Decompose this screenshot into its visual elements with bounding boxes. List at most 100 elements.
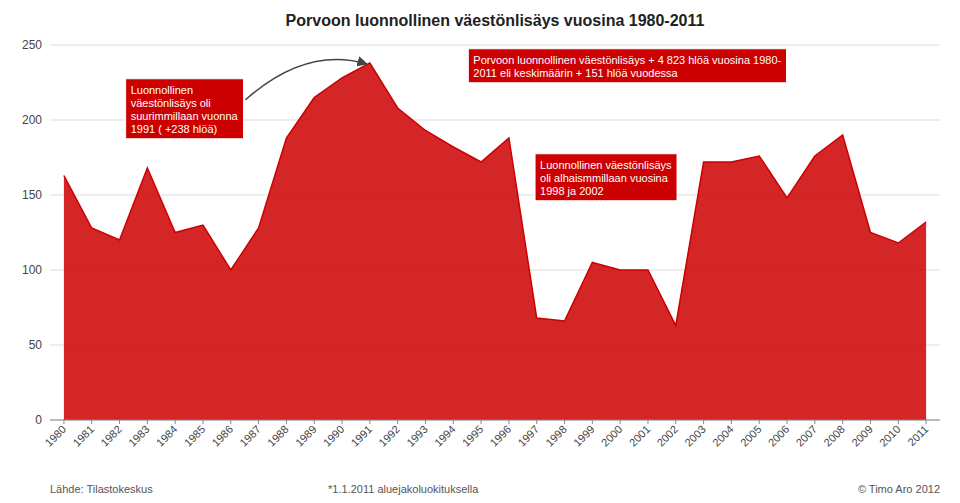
x-tick xyxy=(926,420,927,424)
annotation-text: Porvoon luonnollinen väestönlisäys + 4 8… xyxy=(473,54,781,79)
x-tick xyxy=(675,420,676,424)
annotation-line: Porvoon luonnollinen väestönlisäys + 4 8… xyxy=(473,54,781,66)
annotation-text: Luonnollinenväestönlisäys olisuurimmilla… xyxy=(131,84,239,135)
x-tick xyxy=(508,420,509,424)
x-tick-label: 1996 xyxy=(488,423,514,449)
annotation: Porvoon luonnollinen väestönlisäys + 4 8… xyxy=(468,49,786,83)
x-tick xyxy=(258,420,259,424)
annotation-line: 1998 ja 2002 xyxy=(540,185,604,197)
x-tick xyxy=(314,420,315,424)
x-tick-label: 1997 xyxy=(515,423,541,449)
x-tick xyxy=(787,420,788,424)
x-tick-label: 1987 xyxy=(237,423,263,449)
x-tick-label: 1995 xyxy=(460,423,486,449)
x-tick-label: 2000 xyxy=(599,423,625,449)
x-tick xyxy=(703,420,704,424)
x-tick-label: 2007 xyxy=(793,423,819,449)
x-tick-label: 1991 xyxy=(348,423,374,449)
x-tick xyxy=(592,420,593,424)
x-tick-label: 1982 xyxy=(98,423,124,449)
x-tick xyxy=(425,420,426,424)
x-tick-label: 1989 xyxy=(293,423,319,449)
x-tick xyxy=(759,420,760,424)
x-tick xyxy=(842,420,843,424)
x-tick-label: 2005 xyxy=(738,423,764,449)
x-tick xyxy=(536,420,537,424)
grid-line xyxy=(50,45,940,46)
y-tick-label: 0 xyxy=(35,413,42,427)
x-tick xyxy=(286,420,287,424)
x-tick xyxy=(731,420,732,424)
y-tick-label: 200 xyxy=(22,113,42,127)
footnote: Lähde: Tilastokeskus xyxy=(50,483,153,495)
annotation-line: Luonnollinen väestönlisäys xyxy=(540,159,672,171)
y-tick-label: 150 xyxy=(22,188,42,202)
x-tick-label: 2003 xyxy=(682,423,708,449)
annotation-box xyxy=(535,154,677,201)
area xyxy=(64,63,926,420)
footnote: *1.1.2011 aluejakoluokituksella xyxy=(328,483,479,495)
x-tick-label: 1984 xyxy=(154,423,180,449)
x-tick-label: 2010 xyxy=(877,423,903,449)
x-tick-label: 1999 xyxy=(571,423,597,449)
x-tick xyxy=(202,420,203,424)
x-tick xyxy=(453,420,454,424)
x-tick xyxy=(91,420,92,424)
x-tick-label: 1994 xyxy=(432,423,458,449)
x-tick xyxy=(870,420,871,424)
title: Porvoon luonnollinen väestönlisäys vuosi… xyxy=(286,12,705,29)
chart-container: Porvoon luonnollinen väestönlisäys vuosi… xyxy=(0,0,960,503)
x-tick-label: 1998 xyxy=(543,423,569,449)
annotation: Luonnollinenväestönlisäys olisuurimmilla… xyxy=(126,79,244,139)
annotation-line: väestönlisäys oli xyxy=(131,97,211,109)
x-tick-label: 1986 xyxy=(209,423,235,449)
x-tick xyxy=(342,420,343,424)
x-tick-label: 1981 xyxy=(70,423,96,449)
annotation-box xyxy=(126,79,244,139)
x-tick-label: 2001 xyxy=(627,423,653,449)
x-tick-label: 2008 xyxy=(821,423,847,449)
annotation-line: Luonnollinen xyxy=(131,84,193,96)
annotation-line: suurimmillaan vuonna xyxy=(131,110,239,122)
x-tick-label: 1980 xyxy=(43,423,69,449)
y-tick-label: 100 xyxy=(22,263,42,277)
annotation-text: Luonnollinen väestönlisäysoli alhaismmil… xyxy=(540,159,672,197)
x-tick xyxy=(647,420,648,424)
x-tick-label: 1992 xyxy=(376,423,402,449)
annotation-line: 1991 ( +238 hlöä) xyxy=(131,123,218,135)
x-tick-label: 1990 xyxy=(321,423,347,449)
footnote: © Timo Aro 2012 xyxy=(858,483,940,495)
x-tick-label: 1988 xyxy=(265,423,291,449)
x-tick xyxy=(175,420,176,424)
plot-area xyxy=(64,63,926,420)
x-tick-label: 1993 xyxy=(404,423,430,449)
y-grid xyxy=(50,45,940,420)
x-tick xyxy=(564,420,565,424)
x-tick xyxy=(369,420,370,424)
x-axis-line xyxy=(50,420,940,421)
y-tick-label: 250 xyxy=(22,38,42,52)
x-tick xyxy=(63,420,64,424)
annotation-arrow xyxy=(246,59,367,99)
x-tick xyxy=(119,420,120,424)
x-tick-label: 2006 xyxy=(766,423,792,449)
x-tick-label: 1985 xyxy=(182,423,208,449)
area-line xyxy=(64,63,926,326)
x-tick xyxy=(620,420,621,424)
x-tick xyxy=(481,420,482,424)
x-tick xyxy=(147,420,148,424)
x-tick xyxy=(230,420,231,424)
x-tick-label: 2004 xyxy=(710,423,736,449)
annotation: Luonnollinen väestönlisäysoli alhaismmil… xyxy=(535,154,677,201)
x-tick xyxy=(814,420,815,424)
annotation-box xyxy=(468,49,786,83)
chart-svg: Porvoon luonnollinen väestönlisäys vuosi… xyxy=(0,0,960,503)
x-tick-label: 2011 xyxy=(905,423,930,448)
annotation-line: 2011 eli keskimäärin + 151 hlöä vuodessa xyxy=(473,67,678,79)
x-tick-label: 1983 xyxy=(126,423,152,449)
x-tick xyxy=(397,420,398,424)
annotation-line: oli alhaismmillaan vuosina xyxy=(540,172,669,184)
y-tick-label: 50 xyxy=(29,338,43,352)
grid-line xyxy=(50,420,940,421)
x-tick-label: 2002 xyxy=(654,423,680,449)
